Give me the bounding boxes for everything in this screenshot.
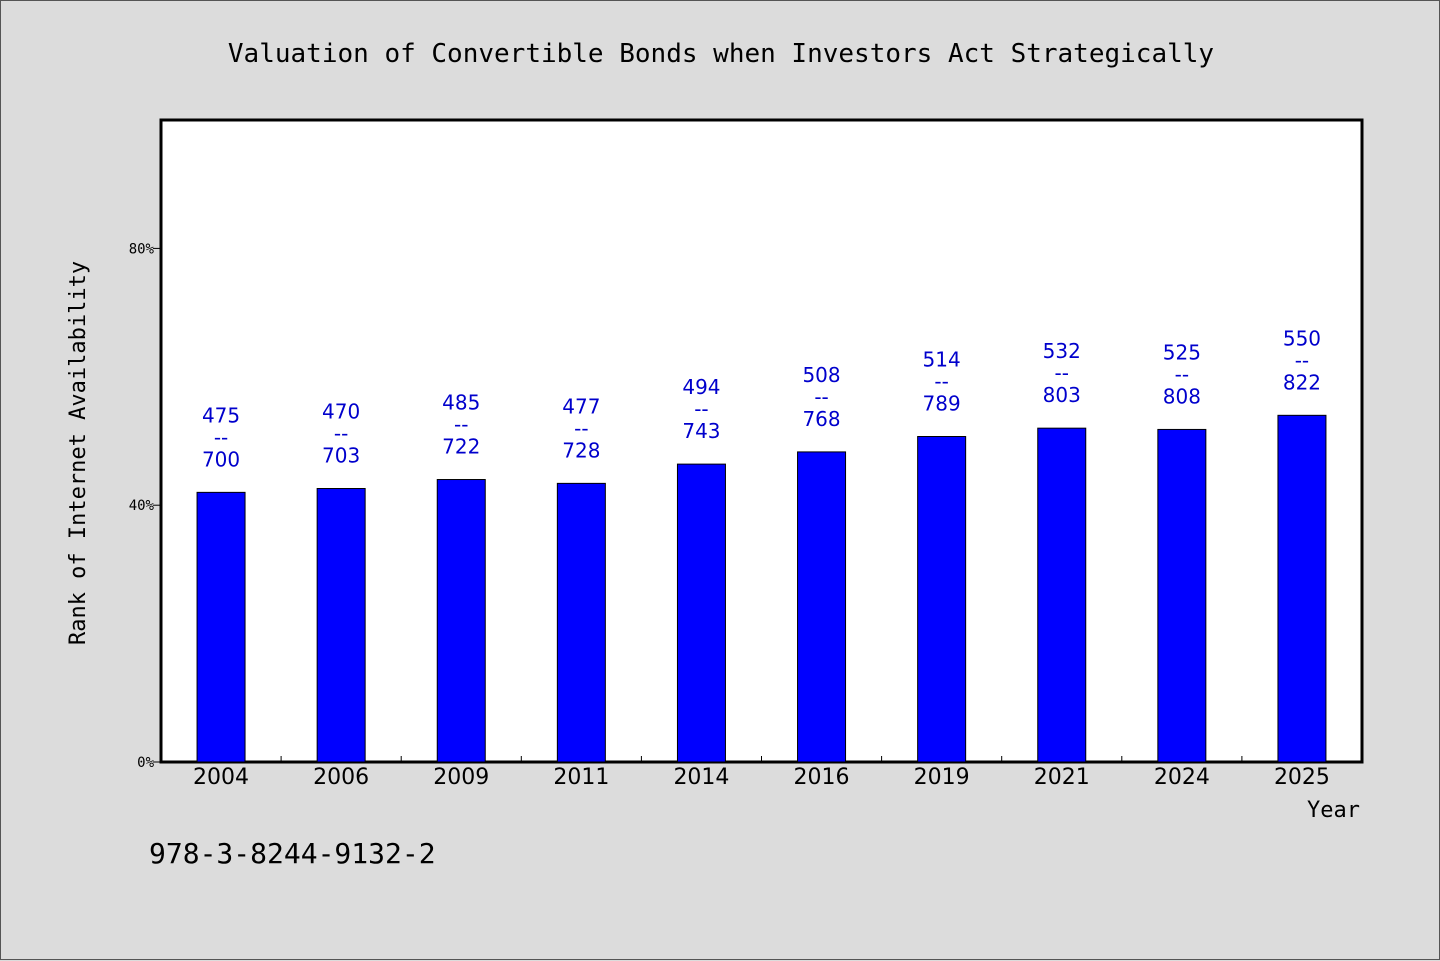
data-label-2009: 485 --722 <box>442 391 480 459</box>
data-label-2019: 514 --789 <box>923 348 961 416</box>
y-tick-label: 80% <box>129 241 155 257</box>
data-label-2025: 550 --822 <box>1283 326 1321 394</box>
bar-2016 <box>797 451 847 763</box>
data-label-2014: 494 --743 <box>682 375 720 443</box>
y-tick-label: 40% <box>129 498 155 514</box>
bar-2004 <box>196 491 246 763</box>
bar-2019 <box>917 436 967 763</box>
bar-2009 <box>436 479 486 763</box>
x-tick-label: 2006 <box>313 765 369 790</box>
x-tick-label: 2019 <box>914 765 970 790</box>
chart-title: Valuation of Convertible Bonds when Inve… <box>228 39 1214 69</box>
x-tick-label: 2025 <box>1274 765 1330 790</box>
x-tick-label: 2016 <box>794 765 850 790</box>
data-label-2004: 475 --700 <box>202 403 240 471</box>
bar-2011 <box>556 482 606 763</box>
data-label-2006: 470 --703 <box>322 400 360 468</box>
isbn-text: 978-3-8244-9132-2 <box>149 837 436 870</box>
bar-2006 <box>316 488 366 763</box>
bars-group <box>196 414 1327 763</box>
data-label-2021: 532 --803 <box>1043 339 1081 407</box>
y-axis-label: Rank of Internet Availability <box>66 261 91 645</box>
x-axis-ticks: 2004 2006 2009 2011 2014 2016 2019 2021 2024 2025 <box>193 756 1330 790</box>
x-axis-label: Year <box>1307 798 1360 823</box>
data-label-2024: 525 --808 <box>1163 340 1201 408</box>
y-axis-ticks: 0% 40% 80% <box>129 241 161 771</box>
bar-2014 <box>676 463 726 763</box>
data-labels-group: 475 --700 470 --703 485 --722 477 --728 494 --743… <box>202 326 1321 471</box>
x-tick-label: 2024 <box>1154 765 1210 790</box>
x-tick-label: 2011 <box>553 765 609 790</box>
y-tick-label: 0% <box>137 755 154 771</box>
bar-2021 <box>1037 427 1087 763</box>
x-tick-label: 2021 <box>1034 765 1090 790</box>
data-label-2016: 508 --768 <box>802 363 840 431</box>
x-tick-label: 2009 <box>433 765 489 790</box>
data-label-2011: 477 --728 <box>562 394 600 462</box>
bar-2024 <box>1157 428 1207 763</box>
x-tick-label: 2004 <box>193 765 249 790</box>
x-tick-label: 2014 <box>673 765 729 790</box>
bar-2025 <box>1277 414 1327 763</box>
